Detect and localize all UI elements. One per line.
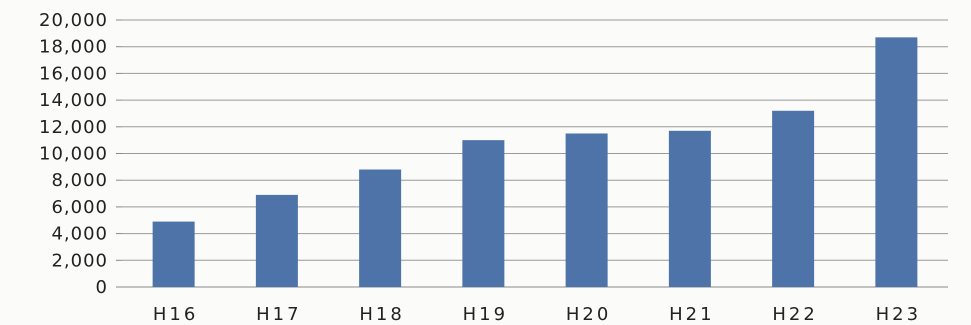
y-tick-label: 20,000 xyxy=(39,10,108,31)
y-tick-label: 4,000 xyxy=(51,224,108,245)
y-tick-label: 6,000 xyxy=(51,197,108,218)
bar xyxy=(255,194,298,287)
y-tick-label: 8,000 xyxy=(51,170,108,191)
y-tick-label: 16,000 xyxy=(39,63,108,84)
y-tick-label: 0 xyxy=(96,277,108,298)
y-tick-label: 10,000 xyxy=(39,144,108,165)
bar xyxy=(565,133,608,287)
x-tick-label: H22 xyxy=(772,304,817,325)
bar xyxy=(875,37,918,288)
x-tick-label: H20 xyxy=(566,304,611,325)
bar xyxy=(668,130,711,287)
y-tick-label: 18,000 xyxy=(39,37,108,58)
y-tick-label: 2,000 xyxy=(51,250,108,271)
x-tick-label: H23 xyxy=(876,304,921,325)
bar xyxy=(359,169,402,287)
x-tick-label: H18 xyxy=(359,304,404,325)
x-tick-label: H21 xyxy=(669,304,714,325)
x-tick-label: H17 xyxy=(256,304,301,325)
y-tick-label: 14,000 xyxy=(39,90,108,111)
x-tick-label: H16 xyxy=(153,304,198,325)
bar xyxy=(462,140,505,287)
bar xyxy=(152,221,195,287)
y-tick-label: 12,000 xyxy=(39,117,108,138)
bar xyxy=(772,110,815,287)
x-tick-label: H19 xyxy=(463,304,508,325)
